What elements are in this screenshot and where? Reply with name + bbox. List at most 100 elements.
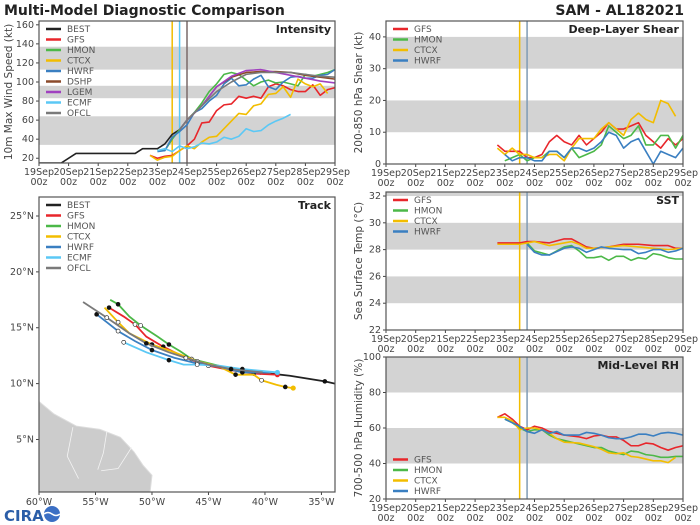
x-tick-sublabel: 00z (585, 344, 602, 355)
y-tick-label: 40 (22, 134, 34, 145)
x-tick-label: 25Sep (549, 168, 579, 179)
x-tick-sublabel: 00z (615, 178, 632, 189)
x-tick-sublabel: 00z (407, 344, 424, 355)
track-point-marker (94, 312, 99, 317)
y-tick-label: 140 (16, 39, 34, 50)
x-tick-label: 24Sep (520, 503, 550, 514)
legend-item-hwrf: HWRF (393, 487, 441, 497)
legend-item-hwrf: HWRF (393, 228, 441, 238)
x-tick-sublabel: 00z (377, 178, 394, 189)
y-tick-label: 15°N (10, 323, 34, 334)
x-tick-sublabel: 00z (437, 513, 454, 524)
y-axis-label: 10m Max Wind Speed (kt) (3, 24, 15, 160)
track-end-marker (290, 385, 296, 391)
series-line-ctcx (497, 240, 683, 251)
x-tick-label: 27Sep (609, 503, 639, 514)
x-tick-label: 23Sep (490, 503, 520, 514)
legend-label: HMON (414, 466, 442, 476)
legend-label: CTCX (67, 57, 91, 67)
x-tick-sublabel: 00z (585, 513, 602, 524)
x-tick-label: 25Sep (202, 167, 232, 178)
x-tick-sublabel: 00z (90, 177, 107, 188)
x-tick-sublabel: 00z (585, 178, 602, 189)
y-axis-label: 200-850 hPa Shear (kt) (353, 32, 365, 154)
x-tick-label: 23Sep (490, 168, 520, 179)
plot-frame (385, 191, 684, 331)
x-tick-sublabel: 00z (674, 344, 691, 355)
series-line-hwrf (504, 418, 683, 440)
legend-item-hmon: HMON (393, 36, 442, 46)
legend-item-ofcl: OFCL (46, 109, 91, 119)
track-point-marker (233, 372, 238, 377)
y-tick-label: 20°N (10, 267, 34, 278)
y-tick-label: 80 (22, 96, 34, 107)
y-tick-label: 5°N (16, 434, 34, 445)
x-tick-label: 26Sep (579, 168, 609, 179)
x-tick-label: 29Sep (668, 168, 698, 179)
panel-title: Deep-Layer Shear (568, 23, 679, 36)
plot-background (386, 192, 683, 330)
legend-label: BEST (67, 201, 91, 211)
x-tick-sublabel: 00z (467, 513, 484, 524)
storm-label: SAM - AL182021 (555, 3, 684, 19)
panel-title: Intensity (276, 23, 331, 36)
track-point-marker (121, 339, 127, 345)
legend-item-lgem: LGEM (46, 88, 92, 98)
x-tick-label: 25Sep (549, 503, 579, 514)
x-tick-label: 22Sep (460, 334, 490, 345)
x-tick-label: 28Sep (638, 334, 668, 345)
x-tick-sublabel: 00z (60, 177, 77, 188)
panel-intensity: 19Sep00z20Sep00z21Sep00z22Sep00z23Sep00z… (3, 20, 350, 188)
legend-label: CTCX (414, 477, 438, 487)
track-line-ecmf (123, 341, 278, 374)
legend-label: HWRF (414, 228, 441, 238)
legend-item-best: BEST (46, 25, 91, 35)
y-tick-label: 20 (22, 153, 34, 164)
track-point-marker (132, 322, 138, 327)
x-tick-label: 22Sep (460, 503, 490, 514)
x-tick-sublabel: 00z (526, 513, 543, 524)
series-line-ctcx (497, 416, 677, 464)
x-tick-label: 50°W (139, 497, 166, 508)
x-tick-label: 24Sep (520, 168, 550, 179)
legend-label: HMON (67, 46, 95, 56)
legend-label: GFS (414, 196, 432, 206)
legend-item-ecmf: ECMF (46, 254, 92, 264)
track-point-marker (322, 379, 328, 384)
legend-label: HMON (414, 207, 442, 217)
x-tick-label: 29Sep (320, 167, 350, 178)
legend-label: LGEM (67, 88, 92, 98)
legend-label: CTCX (67, 233, 91, 243)
legend-label: GFS (67, 36, 85, 46)
y-tick-label: 80 (369, 388, 381, 399)
y-tick-label: 10°N (10, 379, 34, 390)
x-tick-sublabel: 00z (267, 177, 284, 188)
track-point-marker (259, 377, 264, 383)
panel-title: Track (298, 199, 332, 212)
x-tick-sublabel: 00z (437, 178, 454, 189)
legend-item-hmon: HMON (46, 46, 95, 56)
x-tick-label: 27Sep (609, 334, 639, 345)
x-tick-label: 23Sep (142, 167, 172, 178)
x-tick-sublabel: 00z (208, 177, 225, 188)
shaded-band (386, 192, 683, 197)
track-point-marker (115, 301, 121, 307)
x-tick-sublabel: 00z (526, 178, 543, 189)
legend-item-ctcx: CTCX (393, 477, 438, 487)
track-point-marker (106, 305, 112, 310)
x-tick-label: 19Sep (371, 334, 401, 345)
x-tick-sublabel: 00z (556, 178, 573, 189)
x-tick-sublabel: 00z (407, 178, 424, 189)
x-tick-sublabel: 00z (119, 177, 136, 188)
x-tick-sublabel: 00z (645, 513, 662, 524)
legend-item-hwrf: HWRF (393, 57, 441, 67)
x-tick-label: 27Sep (261, 167, 291, 178)
y-tick-label: 10 (369, 127, 381, 138)
plot-frame (38, 20, 336, 164)
track-line-ofcl (82, 301, 263, 374)
legend-item-ctcx: CTCX (46, 57, 91, 67)
y-tick-label: 0 (375, 159, 381, 170)
